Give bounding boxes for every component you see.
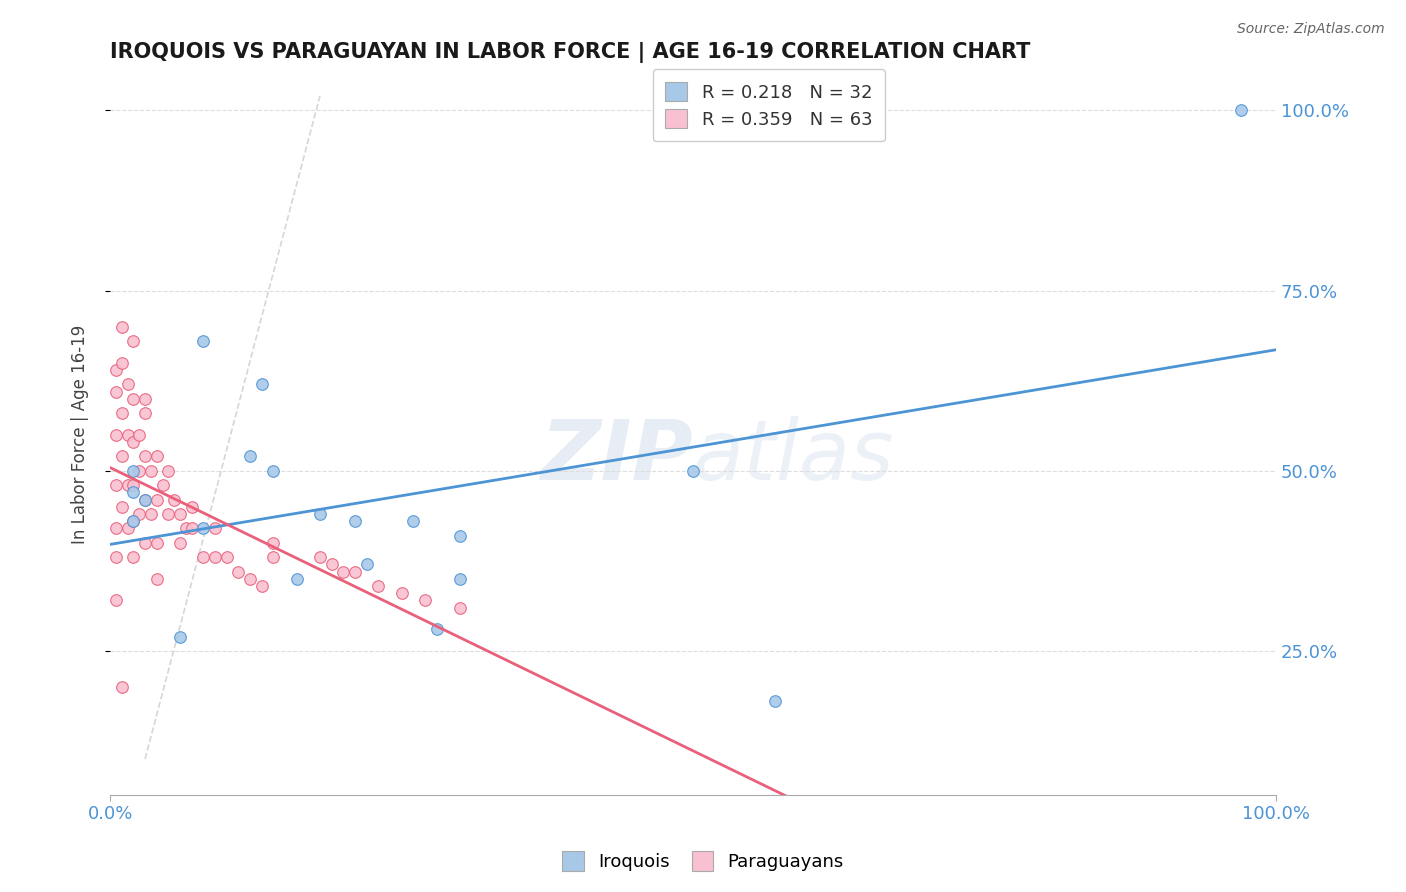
Point xyxy=(763,694,786,708)
Point xyxy=(111,319,134,334)
Point xyxy=(104,427,127,442)
Point xyxy=(117,377,139,392)
Point xyxy=(343,565,366,579)
Point xyxy=(152,478,174,492)
Point xyxy=(250,579,273,593)
Point xyxy=(262,550,284,565)
Point xyxy=(449,528,471,542)
Point xyxy=(682,464,704,478)
Point xyxy=(285,572,308,586)
Point xyxy=(193,550,215,565)
Point xyxy=(122,334,145,348)
Point xyxy=(134,406,156,420)
Point xyxy=(180,521,202,535)
Text: Source: ZipAtlas.com: Source: ZipAtlas.com xyxy=(1237,22,1385,37)
Point xyxy=(449,572,471,586)
Point xyxy=(239,450,262,464)
Point xyxy=(122,464,145,478)
Point xyxy=(134,392,156,406)
Point xyxy=(122,514,145,528)
Legend: Iroquois, Paraguayans: Iroquois, Paraguayans xyxy=(555,844,851,879)
Point xyxy=(104,521,127,535)
Point xyxy=(356,558,378,572)
Point xyxy=(321,558,343,572)
Point xyxy=(413,593,436,607)
Text: IROQUOIS VS PARAGUAYAN IN LABOR FORCE | AGE 16-19 CORRELATION CHART: IROQUOIS VS PARAGUAYAN IN LABOR FORCE | … xyxy=(110,42,1031,62)
Point xyxy=(145,450,167,464)
Point xyxy=(104,384,127,399)
Point xyxy=(228,565,250,579)
Point xyxy=(134,492,156,507)
Point xyxy=(117,521,139,535)
Point xyxy=(174,521,197,535)
Point xyxy=(117,478,139,492)
Point xyxy=(309,507,332,521)
Point xyxy=(122,434,145,449)
Point xyxy=(128,464,150,478)
Point xyxy=(215,550,238,565)
Point xyxy=(145,492,167,507)
Point xyxy=(250,377,273,392)
Point xyxy=(122,392,145,406)
Point xyxy=(309,550,332,565)
Point xyxy=(139,507,162,521)
Point xyxy=(1230,103,1253,118)
Point xyxy=(111,450,134,464)
Point xyxy=(204,521,226,535)
Point xyxy=(169,507,191,521)
Point xyxy=(145,572,167,586)
Point xyxy=(169,536,191,550)
Point xyxy=(239,572,262,586)
Point xyxy=(128,427,150,442)
Point xyxy=(122,550,145,565)
Text: ZIP: ZIP xyxy=(540,416,693,497)
Point xyxy=(163,492,186,507)
Point xyxy=(139,464,162,478)
Point xyxy=(122,478,145,492)
Point xyxy=(449,600,471,615)
Point xyxy=(391,586,413,600)
Point xyxy=(111,406,134,420)
Point xyxy=(262,464,284,478)
Point xyxy=(134,492,156,507)
Point xyxy=(128,507,150,521)
Point xyxy=(367,579,389,593)
Point xyxy=(180,500,202,514)
Point xyxy=(122,485,145,500)
Point xyxy=(134,450,156,464)
Point xyxy=(134,536,156,550)
Point xyxy=(157,464,180,478)
Y-axis label: In Labor Force | Age 16-19: In Labor Force | Age 16-19 xyxy=(72,325,89,544)
Point xyxy=(193,521,215,535)
Legend: R = 0.218   N = 32, R = 0.359   N = 63: R = 0.218 N = 32, R = 0.359 N = 63 xyxy=(652,69,884,141)
Point xyxy=(169,630,191,644)
Point xyxy=(425,623,447,637)
Point xyxy=(193,334,215,348)
Text: atlas: atlas xyxy=(693,416,894,497)
Point xyxy=(104,593,127,607)
Point xyxy=(111,680,134,694)
Point xyxy=(104,363,127,377)
Point xyxy=(204,550,226,565)
Point xyxy=(122,514,145,528)
Point xyxy=(117,427,139,442)
Point xyxy=(343,514,366,528)
Point xyxy=(157,507,180,521)
Point xyxy=(104,478,127,492)
Point xyxy=(145,536,167,550)
Point xyxy=(262,536,284,550)
Point xyxy=(111,500,134,514)
Point xyxy=(111,356,134,370)
Point xyxy=(402,514,425,528)
Point xyxy=(104,550,127,565)
Point xyxy=(332,565,354,579)
